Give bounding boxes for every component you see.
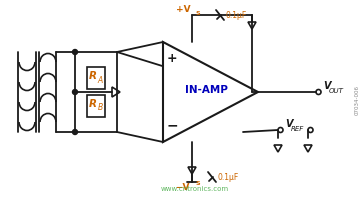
Text: www.cntronics.com: www.cntronics.com — [161, 186, 229, 192]
Text: 07034-006: 07034-006 — [355, 85, 360, 115]
Text: A: A — [97, 76, 103, 85]
Polygon shape — [188, 167, 196, 174]
Polygon shape — [163, 42, 258, 142]
Text: −V: −V — [175, 183, 190, 192]
Text: V: V — [285, 119, 292, 129]
Bar — [87, 95, 105, 117]
Circle shape — [73, 49, 78, 54]
Text: IN-AMP: IN-AMP — [185, 85, 228, 95]
Circle shape — [73, 90, 78, 95]
Text: REF: REF — [291, 126, 304, 132]
Text: B: B — [97, 103, 103, 112]
Text: +V: +V — [177, 5, 191, 14]
Text: −: − — [166, 118, 178, 132]
Circle shape — [73, 130, 78, 134]
Bar — [87, 67, 105, 89]
Text: S: S — [196, 11, 201, 16]
Text: 0.1μF: 0.1μF — [218, 172, 239, 182]
Text: S: S — [195, 181, 200, 186]
Text: R: R — [89, 99, 97, 109]
Polygon shape — [248, 22, 256, 29]
Polygon shape — [304, 145, 312, 152]
Text: +: + — [167, 52, 177, 66]
Text: 0.1μF: 0.1μF — [226, 11, 247, 21]
Text: OUT: OUT — [329, 88, 344, 94]
Polygon shape — [112, 87, 120, 97]
Polygon shape — [274, 145, 282, 152]
Text: R: R — [89, 71, 97, 81]
Text: V: V — [323, 81, 331, 91]
